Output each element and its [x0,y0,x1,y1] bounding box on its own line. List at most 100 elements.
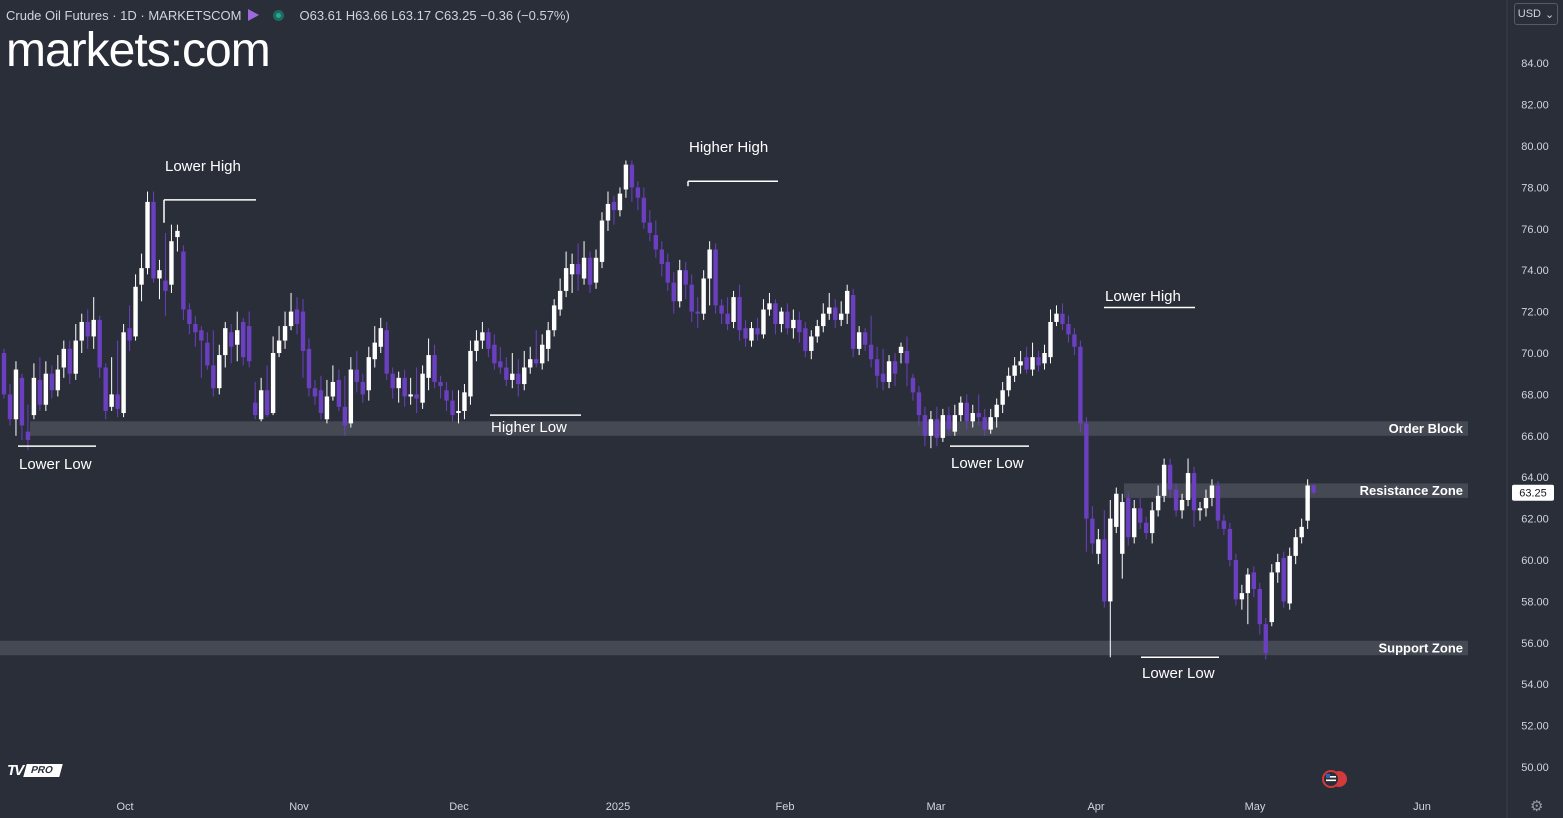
candle [300,299,306,378]
candle [569,253,575,293]
tradingview-mark-icon: TV [7,761,24,779]
candle [599,212,605,269]
chevron-down-icon: ⌄ [1545,8,1555,21]
candle [372,326,377,368]
economic-events-icon[interactable] [1322,770,1348,788]
y-tick-label: 60.00 [1521,555,1549,567]
gear-icon[interactable]: ⚙ [1530,798,1544,815]
candle [827,292,832,320]
candle [581,241,587,285]
annotations-layer: Lower Low Lower High Higher High Higher Low… [18,139,1219,682]
candle [1293,528,1298,565]
candle [1173,483,1179,517]
candle [611,195,617,225]
candle [67,340,72,385]
candle [241,317,246,366]
candle [964,394,969,430]
tradingview-logo[interactable]: TV PRO [7,761,63,779]
candle [354,350,360,393]
candle [1245,568,1251,625]
symbol-title[interactable]: Crude Oil Futures · 1D · MARKETSCOM [6,7,242,23]
candle [545,321,551,362]
candle [282,311,288,349]
candle [946,406,952,436]
candle [713,243,718,314]
annotation-label: Higher High [689,139,768,156]
candle [1185,458,1191,507]
pattern-annotation: Lower High [1104,288,1195,309]
pattern-annotation: Lower Low [1141,656,1219,682]
x-tick-label: Apr [1087,801,1104,813]
candle [1120,493,1125,579]
annotation-label: Lower High [165,158,241,175]
candle [1299,518,1304,544]
candle [850,288,856,358]
candle [426,338,431,391]
candle [809,330,814,360]
candle [13,361,19,436]
candle [408,377,413,405]
candle [73,324,78,380]
candle [862,328,868,351]
candle [330,365,336,401]
candle [695,297,700,329]
candle [498,346,503,374]
y-tick-label: 52.00 [1521,721,1549,733]
candle [659,241,664,277]
candle [994,398,999,428]
candle [605,191,611,231]
candle [671,272,676,314]
currency-selector[interactable]: USD ⌄ [1514,3,1558,25]
candle [306,338,312,397]
candle [1155,485,1161,517]
candle [701,270,706,320]
candle [103,363,108,420]
candle [444,381,449,411]
x-tick-label: Jun [1413,801,1431,813]
candle [318,375,324,420]
annotation-label: Lower Low [1142,665,1215,682]
y-tick-label: 82.00 [1521,100,1549,112]
annotation-label: Lower Low [951,455,1024,472]
candle [731,290,736,329]
x-tick-label: Nov [289,801,309,813]
candle [456,390,461,424]
candle [976,394,981,426]
candle [1287,547,1292,610]
candle [785,303,790,335]
candle [791,309,796,339]
market-status-icon [272,9,284,21]
candle [1066,315,1071,343]
candle [982,408,987,436]
candle [217,344,222,395]
candle [61,340,66,378]
candle [474,330,479,362]
candle [55,355,61,397]
x-tick-label: 2025 [606,801,630,813]
candle [270,336,276,416]
candle [163,232,168,316]
candle [420,365,425,409]
candle [1054,305,1059,327]
candle [414,367,419,414]
candle [958,396,963,422]
candle [1161,458,1167,503]
candle [79,313,84,353]
candle [1,348,7,399]
candle [689,274,694,322]
last-price-marker: 63.25 [1512,484,1554,501]
candle [898,342,904,364]
candle [928,410,934,449]
candle [312,379,318,405]
zone-label: Resistance Zone [1360,483,1463,498]
zone-label: Support Zone [1379,640,1464,655]
y-tick-label: 78.00 [1521,182,1549,194]
candle [844,284,850,325]
flag-icon[interactable] [247,9,259,21]
candle [1078,340,1083,432]
candle [1227,522,1233,567]
candle [1305,479,1310,529]
y-tick-label: 50.00 [1521,762,1549,774]
candle [1042,344,1047,370]
